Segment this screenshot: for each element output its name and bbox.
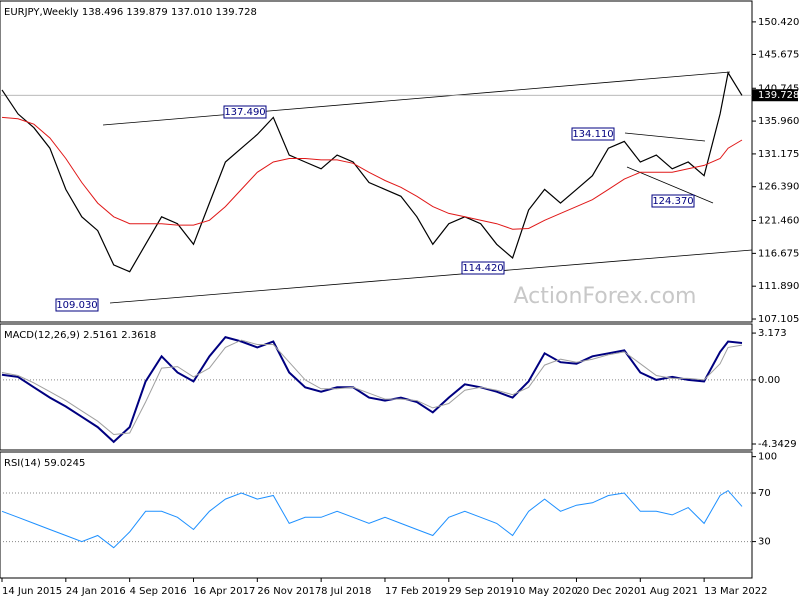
y-tick-label: 126.390: [758, 182, 799, 193]
y-tick-label: 121.460: [758, 216, 799, 227]
y-tick-label: 140.745: [758, 83, 799, 94]
annotation-box: [223, 105, 267, 119]
annotation-box: [651, 194, 695, 208]
last-price-label: 139.728: [758, 90, 799, 101]
y-tick-label: 107.105: [758, 314, 799, 325]
y-tick-label: 145.675: [758, 49, 799, 60]
annotation-box: [55, 298, 99, 312]
trend-line: [626, 166, 714, 204]
annotation: 124.370: [652, 196, 693, 207]
x-tick-label: 17 Feb 2019: [385, 586, 447, 597]
x-tick-label: 29 Sep 2019: [449, 586, 512, 597]
last-price-box: [752, 89, 798, 102]
x-tick-label: 20 Dec 2020: [576, 586, 640, 597]
series-line: [1, 339, 743, 436]
trend-line: [624, 132, 706, 142]
y-tick-label: 135.960: [758, 116, 799, 127]
y-tick-label: 116.675: [758, 248, 799, 259]
annotation: 109.030: [56, 300, 97, 311]
y-tick-label: 131.175: [758, 149, 799, 160]
series-line: [1, 71, 743, 273]
annotation: 114.420: [462, 263, 503, 274]
watermark: ActionForex.com: [514, 284, 697, 309]
x-tick-label: 14 Jun 2015: [2, 586, 62, 597]
annotation-box: [571, 127, 615, 141]
y-tick-label: 70: [758, 488, 771, 499]
series-line: [1, 116, 743, 230]
x-tick-label: 1 Aug 2021: [640, 586, 698, 597]
panel-frame: [0, 451, 753, 579]
y-tick-label: 30: [758, 537, 771, 548]
annotation: 137.490: [224, 107, 265, 118]
x-tick-label: 8 Jul 2018: [321, 586, 371, 597]
series-line: [1, 489, 743, 549]
x-tick-label: 4 Sep 2016: [130, 586, 187, 597]
x-tick-label: 10 May 2020: [513, 586, 578, 597]
y-tick-label: 150.420: [758, 17, 799, 28]
x-tick-label: 16 Apr 2017: [193, 586, 255, 597]
y-tick-label: 111.890: [758, 281, 799, 292]
y-tick-label: 3.173: [758, 328, 787, 339]
y-tick-label: 0.00: [758, 375, 780, 386]
annotation: 134.110: [572, 129, 613, 140]
annotation-box: [461, 261, 505, 275]
panel-title: MACD(12,26,9) 2.5161 2.3618: [4, 330, 156, 341]
x-tick-label: 13 Mar 2022: [704, 586, 767, 597]
y-tick-label: -4.3429: [758, 439, 797, 450]
panel-title: RSI(14) 59.0245: [4, 458, 85, 469]
y-tick-label: 100: [758, 452, 777, 463]
panel-title: EURJPY,Weekly 138.496 139.879 137.010 13…: [4, 7, 257, 18]
x-tick-label: 24 Jan 2016: [66, 586, 126, 597]
trend-lines: [102, 71, 753, 304]
trend-line: [109, 249, 753, 304]
trend-line: [102, 71, 731, 126]
x-tick-label: 26 Nov 2017: [257, 586, 321, 597]
panel-frame: [0, 0, 753, 323]
panel-frame: [0, 323, 753, 451]
